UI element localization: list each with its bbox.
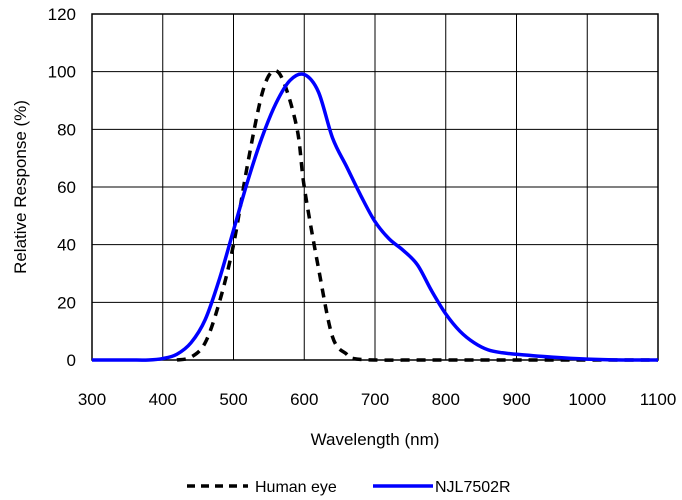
series-line-human-eye [176, 68, 658, 362]
x-tick-label: 400 [149, 390, 177, 409]
grid [92, 14, 658, 360]
legend-label-human-eye: Human eye [255, 479, 337, 496]
x-tick-label: 700 [361, 390, 389, 409]
y-axis-label: Relative Response (%) [11, 100, 30, 274]
y-tick-label: 60 [57, 178, 76, 197]
x-axis-label: Wavelength (nm) [311, 430, 440, 449]
y-tick-label: 20 [57, 293, 76, 312]
x-tick-label: 500 [219, 390, 247, 409]
x-tick-label: 900 [502, 390, 530, 409]
legend-label-njl7502r: NJL7502R [435, 479, 511, 496]
legend: Human eye NJL7502R [187, 479, 511, 496]
y-tick-label: 100 [48, 63, 76, 82]
x-tick-label: 300 [78, 390, 106, 409]
y-tick-label: 80 [57, 120, 76, 139]
x-tick-label: 800 [432, 390, 460, 409]
x-tick-label: 1000 [568, 390, 606, 409]
x-tick-label: 1100 [640, 390, 677, 409]
series-layer [92, 68, 659, 362]
x-tick-labels: 300 400 500 600 700 800 900 1000 1100 [78, 390, 676, 409]
y-tick-labels: 0 20 40 60 80 100 120 [48, 5, 76, 370]
series-line-njl7502r [92, 72, 659, 362]
y-tick-label: 120 [48, 5, 76, 24]
y-tick-label: 0 [67, 351, 76, 370]
y-tick-label: 40 [57, 236, 76, 255]
x-tick-label: 600 [290, 390, 318, 409]
